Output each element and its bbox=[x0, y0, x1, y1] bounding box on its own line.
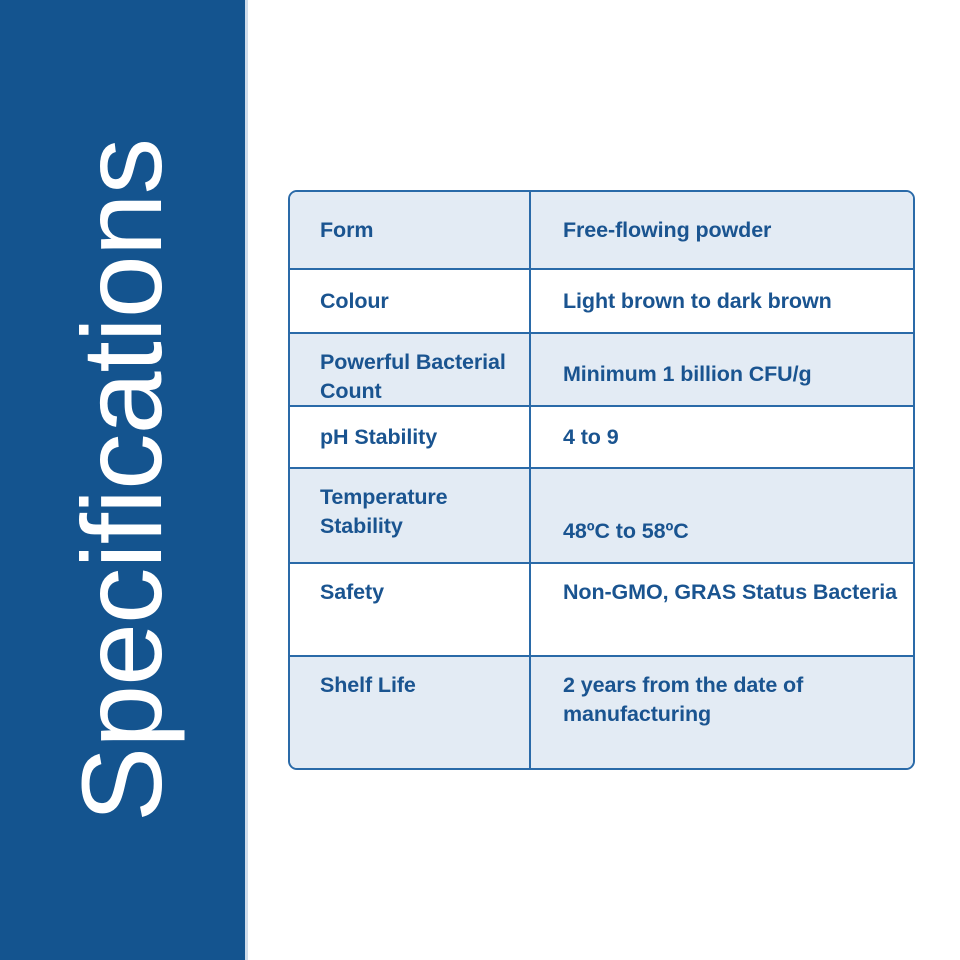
table-row: Temperature Stability 48ºC to 58ºC bbox=[290, 469, 913, 564]
sidebar-edge-divider bbox=[245, 0, 248, 960]
row-label: Powerful Bacterial Count bbox=[320, 350, 506, 403]
row-value: 4 to 9 bbox=[563, 424, 619, 449]
table-cell-value: Light brown to dark brown bbox=[531, 270, 913, 332]
row-label: Temperature Stability bbox=[320, 485, 448, 538]
row-label: Shelf Life bbox=[320, 673, 416, 697]
page-title: Specifications bbox=[59, 138, 186, 822]
row-label: Form bbox=[320, 217, 374, 242]
table-row: Powerful Bacterial Count Minimum 1 billi… bbox=[290, 334, 913, 407]
row-label: Colour bbox=[320, 288, 389, 313]
table-cell-label: pH Stability bbox=[290, 407, 531, 467]
table-row: pH Stability 4 to 9 bbox=[290, 407, 913, 469]
row-value: 48ºC to 58ºC bbox=[563, 519, 689, 544]
table-cell-label: Shelf Life bbox=[290, 657, 531, 768]
table-row: Shelf Life 2 years from the date of manu… bbox=[290, 657, 913, 768]
table-cell-value: 2 years from the date of manufacturing bbox=[531, 657, 913, 768]
row-label: pH Stability bbox=[320, 424, 438, 449]
table-cell-value: 4 to 9 bbox=[531, 407, 913, 467]
table-cell-label: Colour bbox=[290, 270, 531, 332]
table-row: Safety Non-GMO, GRAS Status Bacteria bbox=[290, 564, 913, 657]
table-cell-label: Form bbox=[290, 192, 531, 268]
table-cell-label: Temperature Stability bbox=[290, 469, 531, 562]
table-cell-value: 48ºC to 58ºC bbox=[531, 469, 913, 562]
table-cell-value: Free-flowing powder bbox=[531, 192, 913, 268]
row-value: Minimum 1 billion CFU/g bbox=[563, 362, 812, 387]
row-label: Safety bbox=[320, 580, 384, 604]
specifications-table: Form Free-flowing powder Colour Light br… bbox=[288, 190, 915, 770]
table-cell-label: Safety bbox=[290, 564, 531, 655]
row-value: Non-GMO, GRAS Status Bacteria bbox=[563, 580, 897, 604]
row-value: Light brown to dark brown bbox=[563, 288, 832, 313]
table-cell-label: Powerful Bacterial Count bbox=[290, 334, 531, 405]
table-cell-value: Minimum 1 billion CFU/g bbox=[531, 334, 913, 405]
row-value: 2 years from the date of manufacturing bbox=[563, 673, 804, 726]
table-row: Colour Light brown to dark brown bbox=[290, 270, 913, 334]
sidebar-panel: Specifications bbox=[0, 0, 245, 960]
row-value: Free-flowing powder bbox=[563, 217, 772, 242]
sidebar-title-wrapper: Specifications bbox=[0, 0, 245, 960]
table-cell-value: Non-GMO, GRAS Status Bacteria bbox=[531, 564, 913, 655]
table-row: Form Free-flowing powder bbox=[290, 192, 913, 270]
